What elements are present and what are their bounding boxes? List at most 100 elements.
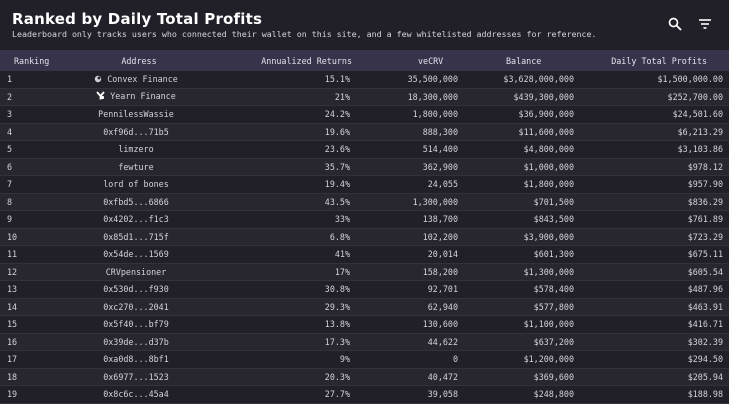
cell-balance-text: $369,600 — [533, 371, 574, 382]
cell-annualized-returns: 33% — [208, 214, 358, 224]
table-row[interactable]: 19 0x8c6c...45a4 27.7% 39,058 $248,800 $188.9… — [0, 386, 729, 404]
column-header-address[interactable]: Address — [121, 55, 157, 66]
table-row[interactable]: 5 limzero 23.6% 514,400 $4,800,000 $3,103.86 — [0, 141, 729, 159]
cell-balance-text: $1,000,000 — [523, 161, 574, 172]
cell-vecrv: 44,622 — [358, 337, 462, 347]
cell-balance: $11,600,000 — [462, 127, 578, 137]
cell-ranking: 11 — [0, 249, 60, 259]
cell-address[interactable]: 0xc270...2041 — [60, 302, 208, 312]
column-header-daily-total-profits[interactable]: Daily Total Profits — [611, 55, 707, 66]
cell-daily-total-profits-text: $957.90 — [687, 179, 723, 190]
cell-annualized-returns-text: 27.7% — [324, 389, 350, 400]
cell-balance-text: $11,600,000 — [518, 126, 574, 137]
table-row[interactable]: 1 Convex Finance 15.1% 35,500,000 $3,628,000… — [0, 71, 729, 89]
cell-address[interactable]: 0x530d...f930 — [60, 284, 208, 294]
cell-address[interactable]: lord of bones — [60, 179, 208, 189]
table-row[interactable]: 18 0x6977...1523 20.3% 40,472 $369,600 $205.9… — [0, 368, 729, 386]
cell-ranking-text: 12 — [7, 266, 18, 277]
cell-address[interactable]: 0x5f40...bf79 — [60, 319, 208, 329]
cell-ranking-text: 15 — [7, 319, 18, 330]
filter-icon[interactable] — [697, 16, 713, 32]
cell-address[interactable]: limzero — [60, 144, 208, 154]
table-row[interactable]: 11 0x54de...1569 41% 20,014 $601,300 $675.11 — [0, 246, 729, 264]
cell-ranking: 2 — [0, 92, 60, 102]
cell-vecrv-text: 1,300,000 — [412, 196, 458, 207]
table-row[interactable]: 3 PennilessWassie 24.2% 1,800,000 $36,900,00… — [0, 106, 729, 124]
table-body: 1 Convex Finance 15.1% 35,500,000 $3,628,000… — [0, 71, 729, 404]
cell-annualized-returns: 41% — [208, 249, 358, 259]
table-row[interactable]: 15 0x5f40...bf79 13.8% 130,600 $1,100,000 $41… — [0, 316, 729, 334]
cell-ranking: 16 — [0, 337, 60, 347]
cell-address[interactable]: 0x85d1...715f — [60, 232, 208, 242]
table-row[interactable]: 16 0x39de...d37b 17.3% 44,622 $637,200 $302.3… — [0, 333, 729, 351]
cell-annualized-returns: 9% — [208, 354, 358, 364]
yearn-logo-icon — [96, 91, 105, 102]
column-header-annualized-returns[interactable]: Annualized Returns — [261, 55, 352, 66]
cell-address[interactable]: PennilessWassie — [60, 109, 208, 119]
table-row[interactable]: 14 0xc270...2041 29.3% 62,940 $577,800 $463.9… — [0, 298, 729, 316]
cell-address[interactable]: 0xfbd5...6866 — [60, 197, 208, 207]
table-row[interactable]: 7 lord of bones 19.4% 24,055 $1,800,000 $957.… — [0, 176, 729, 194]
table-row[interactable]: 13 0x530d...f930 30.8% 92,701 $578,400 $487.9… — [0, 281, 729, 299]
table-row[interactable]: 10 0x85d1...715f 6.8% 102,200 $3,900,000 $723… — [0, 228, 729, 246]
cell-address[interactable]: Yearn Finance — [60, 91, 208, 102]
cell-address[interactable]: fewture — [60, 162, 208, 172]
cell-vecrv-text: 35,500,000 — [407, 74, 458, 85]
cell-balance: $3,900,000 — [462, 232, 578, 242]
cell-vecrv-text: 92,701 — [427, 284, 458, 295]
cell-ranking: 10 — [0, 232, 60, 242]
column-header-vecrv[interactable]: veCRV — [418, 55, 444, 66]
cell-address-text: 0xa0d8...8bf1 — [103, 354, 169, 365]
table-row[interactable]: 6 fewture 35.7% 362,900 $1,000,000 $978.12 — [0, 158, 729, 176]
cell-vecrv: 62,940 — [358, 302, 462, 312]
cell-annualized-returns-text: 17.3% — [324, 336, 350, 347]
cell-vecrv-text: 138,700 — [422, 214, 458, 225]
cell-annualized-returns: 27.7% — [208, 389, 358, 399]
cell-vecrv-text: 18,300,000 — [407, 91, 458, 102]
cell-balance-text: $1,200,000 — [523, 354, 574, 365]
cell-ranking: 3 — [0, 109, 60, 119]
table-row[interactable]: 8 0xfbd5...6866 43.5% 1,300,000 $701,500 $836… — [0, 193, 729, 211]
cell-ranking: 19 — [0, 389, 60, 399]
cell-daily-total-profits: $957.90 — [578, 179, 729, 189]
cell-ranking: 12 — [0, 267, 60, 277]
column-header-ranking[interactable]: Ranking — [14, 55, 50, 66]
cell-balance: $843,500 — [462, 214, 578, 224]
cell-address[interactable]: 0x8c6c...45a4 — [60, 389, 208, 399]
cell-address[interactable]: Convex Finance — [60, 74, 208, 85]
table-row[interactable]: 9 0x4202...f1c3 33% 138,700 $843,500 $761.89 — [0, 211, 729, 229]
cell-annualized-returns: 19.6% — [208, 127, 358, 137]
cell-address[interactable]: CRVpensioner — [60, 267, 208, 277]
cell-address[interactable]: 0x6977...1523 — [60, 372, 208, 382]
cell-ranking-text: 14 — [7, 301, 18, 312]
cell-ranking: 6 — [0, 162, 60, 172]
cell-ranking: 7 — [0, 179, 60, 189]
cell-ranking: 13 — [0, 284, 60, 294]
cell-daily-total-profits: $6,213.29 — [578, 127, 729, 137]
search-icon[interactable] — [667, 16, 683, 32]
cell-ranking-text: 9 — [7, 214, 13, 225]
table-row[interactable]: 4 0xf96d...71b5 19.6% 888,300 $11,600,000 $6,… — [0, 123, 729, 141]
cell-balance-text: $578,400 — [533, 284, 574, 295]
cell-ranking-text: 2 — [7, 91, 13, 102]
cell-vecrv-text: 1,800,000 — [412, 109, 458, 120]
cell-address[interactable]: 0xa0d8...8bf1 — [60, 354, 208, 364]
cell-address[interactable]: 0xf96d...71b5 — [60, 127, 208, 137]
cell-address[interactable]: 0x39de...d37b — [60, 337, 208, 347]
table-row[interactable]: 17 0xa0d8...8bf1 9% 0 $1,200,000 $294.50 — [0, 351, 729, 369]
cell-vecrv-text: 44,622 — [427, 336, 458, 347]
column-header-balance[interactable]: Balance — [506, 55, 542, 66]
table-row[interactable]: 2 Yearn Finance 21% 18,300,000 $439,300,000 $… — [0, 88, 729, 106]
table-row[interactable]: 12 CRVpensioner 17% 158,200 $1,300,000 $605.5… — [0, 263, 729, 281]
cell-address-text: lord of bones — [103, 179, 169, 190]
cell-address-text: 0xf96d...71b5 — [103, 126, 169, 137]
cell-daily-total-profits: $294.50 — [578, 354, 729, 364]
cell-annualized-returns-text: 6.8% — [329, 231, 350, 242]
cell-annualized-returns-text: 21% — [334, 91, 350, 102]
cell-ranking-text: 5 — [7, 144, 13, 155]
cell-address[interactable]: 0x54de...1569 — [60, 249, 208, 259]
cell-ranking-text: 4 — [7, 126, 13, 137]
cell-ranking: 1 — [0, 74, 60, 84]
cell-annualized-returns-text: 15.1% — [324, 74, 350, 85]
cell-address[interactable]: 0x4202...f1c3 — [60, 214, 208, 224]
